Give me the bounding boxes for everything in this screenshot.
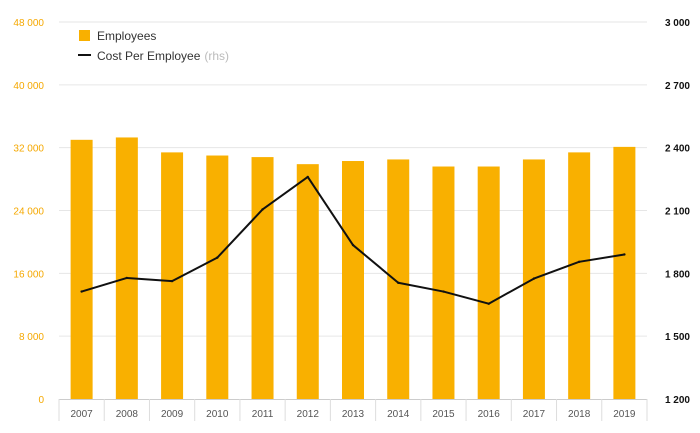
x-tick-label: 2015 — [432, 409, 455, 420]
line-point — [442, 290, 445, 293]
x-tick-label: 2007 — [70, 409, 93, 420]
legend-label-cost-per-employee: Cost Per Employee (rhs) — [97, 49, 229, 63]
y-left-tick-label: 32 000 — [13, 144, 44, 155]
x-tick-label: 2014 — [387, 409, 410, 420]
x-tick-label: 2017 — [523, 409, 546, 420]
y-right-tick-label: 2 400 — [665, 144, 690, 155]
bar — [342, 161, 364, 399]
x-tick-label: 2012 — [297, 409, 320, 420]
line-point — [397, 281, 400, 284]
bar — [296, 164, 319, 399]
y-left-tick-label: 24 000 — [13, 207, 44, 218]
y-left-tick-label: 0 — [38, 395, 44, 406]
y-right-tick-label: 1 800 — [665, 269, 690, 280]
line-point — [351, 243, 355, 247]
line-point — [306, 175, 309, 179]
x-tick-label: 2016 — [478, 409, 501, 420]
legend-label-rhs: (rhs) — [204, 49, 229, 63]
bar — [115, 137, 138, 400]
bar — [477, 166, 500, 399]
y-right-tick-label: 3 000 — [665, 18, 690, 29]
line-point — [170, 279, 174, 283]
line-point — [80, 290, 83, 293]
line-point — [623, 253, 626, 256]
legend-swatch-employees — [79, 30, 90, 41]
x-tick-label: 2009 — [161, 409, 184, 420]
x-tick-label: 2019 — [613, 409, 636, 420]
y-right-tick-label: 1 200 — [665, 395, 690, 406]
line-series — [80, 175, 626, 305]
x-tick-label: 2018 — [568, 409, 591, 420]
bar — [206, 155, 229, 399]
y-left-tick-label: 8 000 — [19, 332, 44, 343]
line-point — [577, 260, 581, 264]
axes: 0 8 000 16 000 24 000 32 000 40 000 48 000 1 20… — [13, 18, 690, 421]
x-tick-label: 2011 — [252, 409, 274, 420]
line-point — [216, 256, 219, 259]
bar-series — [70, 137, 636, 400]
bar — [251, 157, 274, 399]
bar — [568, 152, 591, 399]
y-left-tick-label: 16 000 — [13, 269, 44, 280]
x-tick-label: 2010 — [206, 409, 229, 420]
x-tick-label: 2013 — [342, 409, 365, 420]
legend: Employees Cost Per Employee (rhs) — [78, 29, 229, 63]
line-point — [125, 276, 129, 280]
bar — [387, 159, 410, 399]
y-left-tick-label: 40 000 — [13, 81, 44, 92]
bar — [432, 166, 455, 399]
legend-label-cost-text: Cost Per Employee — [97, 49, 201, 63]
line-point — [261, 208, 264, 211]
x-tick-label: 2008 — [116, 409, 139, 420]
bar — [161, 152, 184, 399]
y-right-tick-label: 2 100 — [665, 207, 690, 218]
y-right-tick-label: 2 700 — [665, 81, 690, 92]
y-left-tick-label: 48 000 — [13, 18, 44, 29]
legend-label-employees: Employees — [97, 29, 156, 43]
bar — [70, 139, 93, 399]
line-point — [532, 277, 536, 280]
bar — [613, 146, 636, 399]
line-point — [487, 302, 490, 305]
y-right-tick-label: 1 500 — [665, 332, 690, 343]
